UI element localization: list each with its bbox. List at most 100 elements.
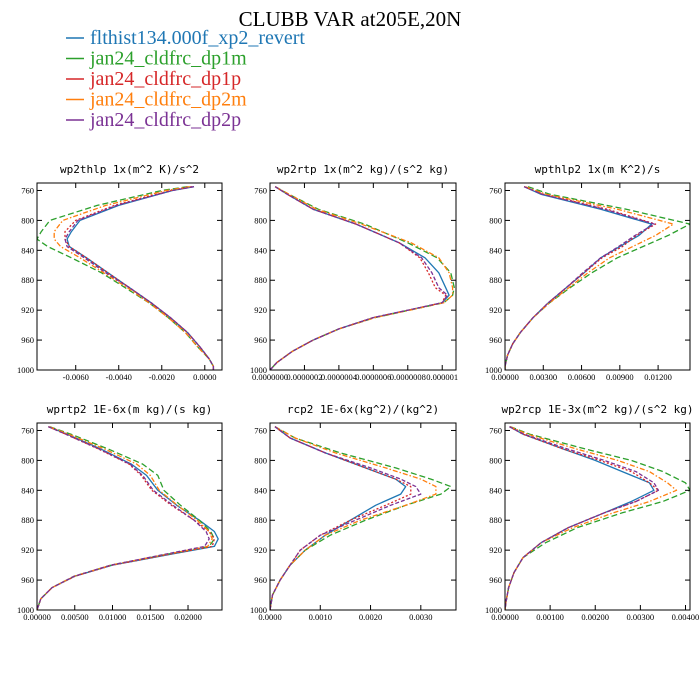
series-line — [270, 426, 422, 610]
series-line — [505, 186, 655, 370]
legend: flthist134.000f_xp2_revertjan24_cldfrc_d… — [66, 27, 305, 131]
y-tick-label: 880 — [21, 275, 34, 285]
x-tick-label: -0.0060 — [63, 372, 89, 382]
panel: wpthlp2 1x(m K^2)/s 760 800 840 880 920 960 100… — [485, 163, 691, 382]
y-tick-label: 840 — [21, 485, 34, 495]
legend-label: jan24_cldfrc_dp1m — [89, 48, 247, 70]
x-tick-label: 0.01200 — [644, 372, 672, 382]
series-line — [270, 186, 449, 370]
series-group — [270, 186, 455, 370]
x-tick-label: 0.0030 — [409, 612, 432, 622]
y-tick-label: 960 — [489, 575, 502, 585]
x-tick-label: 0.00300 — [529, 372, 557, 382]
y-tick-label: 920 — [254, 545, 267, 555]
y-tick-label: 1000 — [250, 605, 267, 615]
panel-title: wp2thlp 1x(m^2 K)/s^2 — [60, 163, 199, 176]
y-tick-label: 1000 — [17, 605, 34, 615]
series-group — [270, 426, 452, 610]
x-tick-label: 0.0000 — [193, 372, 216, 382]
series-line — [505, 186, 690, 370]
panel: wp2thlp 1x(m^2 K)/s^2 760 800 840 880 920 960 1… — [17, 163, 223, 382]
series-line — [64, 186, 215, 370]
x-tick-label: 0.00100 — [536, 612, 564, 622]
series-line — [37, 426, 210, 610]
plot-frame — [36, 182, 223, 371]
series-line — [270, 426, 437, 610]
y-tick-label: 800 — [254, 215, 267, 225]
series-line — [505, 426, 655, 610]
y-tick-label: 920 — [489, 545, 502, 555]
plot-frame — [504, 422, 691, 611]
plot-frame — [504, 182, 691, 371]
plot-frame — [36, 422, 223, 611]
series-group — [505, 186, 690, 370]
series-group — [505, 426, 690, 610]
y-tick-label: 880 — [489, 515, 502, 525]
x-tick-label: 0.01000 — [99, 612, 127, 622]
plot-frame — [269, 422, 457, 611]
y-tick-label: 800 — [21, 215, 34, 225]
x-tick-label: 0.0000006 — [355, 372, 391, 382]
y-tick-label: 800 — [489, 455, 502, 465]
series-line — [505, 186, 675, 370]
y-tick-label: 1000 — [485, 365, 502, 375]
y-tick-label: 880 — [21, 515, 34, 525]
y-tick-label: 800 — [21, 455, 34, 465]
series-line — [37, 426, 216, 610]
y-tick-label: 880 — [489, 275, 502, 285]
y-tick-label: 760 — [254, 185, 267, 195]
y-tick-label: 880 — [254, 515, 267, 525]
y-tick-label: 960 — [254, 335, 267, 345]
x-tick-label: 0.0020 — [359, 612, 382, 622]
series-line — [270, 186, 454, 370]
panel: wprtp2 1E-6x(m kg)/(s kg) 760 800 840 880 920… — [17, 403, 223, 622]
x-tick-label: 0.02000 — [174, 612, 202, 622]
y-tick-label: 920 — [21, 305, 34, 315]
series-line — [270, 186, 455, 370]
x-tick-label: 0.000001 — [426, 372, 458, 382]
y-tick-label: 840 — [21, 245, 34, 255]
series-line — [270, 426, 412, 610]
x-tick-label: 0.00000 — [491, 612, 519, 622]
panel-title: wp2rtp 1x(m^2 kg)/(s^2 kg) — [277, 163, 449, 176]
legend-label: jan24_cldfrc_dp2p — [89, 109, 241, 131]
x-tick-label: 0.01500 — [136, 612, 164, 622]
y-tick-label: 1000 — [17, 365, 34, 375]
y-tick-label: 920 — [489, 305, 502, 315]
y-tick-label: 840 — [489, 245, 502, 255]
panel: wp2rcp 1E-3x(m^2 kg)/(s^2 kg) 760 800 840 88… — [485, 403, 699, 622]
legend-entry: flthist134.000f_xp2_revert — [66, 27, 305, 49]
series-line — [64, 186, 215, 370]
y-tick-label: 960 — [254, 575, 267, 585]
figure-title: CLUBB VAR at205E,20N — [239, 7, 462, 31]
x-tick-label: 0.0010 — [309, 612, 332, 622]
panel: wp2rtp 1x(m^2 kg)/(s^2 kg) 760 800 840 880 92… — [250, 163, 458, 382]
x-tick-label: -0.0040 — [106, 372, 132, 382]
panels: wp2thlp 1x(m^2 K)/s^2 760 800 840 880 920 960 1… — [17, 163, 699, 622]
y-tick-label: 760 — [489, 185, 502, 195]
y-tick-label: 840 — [489, 485, 502, 495]
series-line — [270, 186, 447, 370]
legend-entry: jan24_cldfrc_dp2p — [66, 109, 241, 131]
series-line — [66, 186, 215, 370]
panel-title: rcp2 1E-6x(kg^2)/(kg^2) — [287, 403, 439, 416]
x-tick-label: 0.0000004 — [321, 372, 358, 382]
y-tick-label: 1000 — [485, 605, 502, 615]
series-line — [37, 186, 215, 370]
legend-entry: jan24_cldfrc_dp1p — [66, 68, 241, 90]
series-group — [37, 186, 215, 370]
y-tick-label: 960 — [21, 575, 34, 585]
x-tick-label: 0.0000008 — [390, 372, 426, 382]
y-tick-label: 800 — [254, 455, 267, 465]
y-tick-label: 760 — [21, 185, 34, 195]
y-tick-label: 960 — [21, 335, 34, 345]
legend-entry: jan24_cldfrc_dp1m — [66, 48, 247, 70]
series-line — [505, 426, 678, 610]
series-line — [270, 426, 452, 610]
series-line — [505, 186, 653, 370]
panel-title: wprtp2 1E-6x(m kg)/(s kg) — [47, 403, 213, 416]
series-line — [505, 186, 657, 370]
series-line — [53, 186, 215, 370]
y-tick-label: 800 — [489, 215, 502, 225]
